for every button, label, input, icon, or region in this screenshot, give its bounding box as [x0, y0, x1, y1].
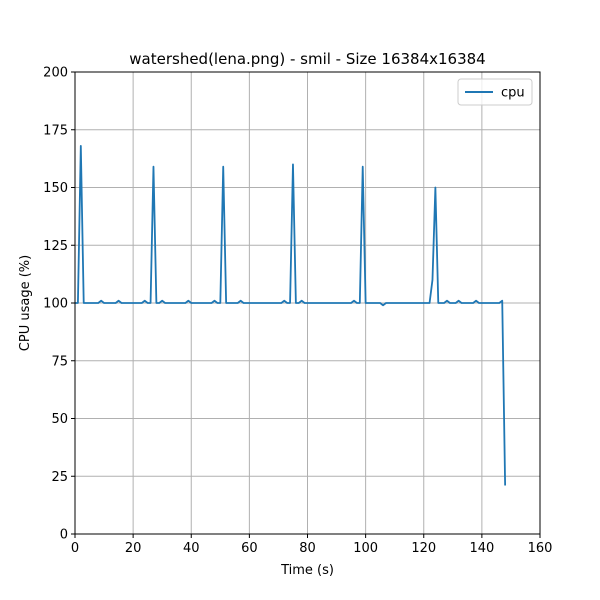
x-tick-label: 120	[411, 541, 436, 556]
y-tick-label: 0	[60, 528, 68, 543]
y-tick-label: 75	[51, 354, 68, 369]
x-tick-label: 160	[528, 541, 553, 556]
y-tick-label: 175	[43, 123, 68, 138]
x-tick-label: 40	[183, 541, 200, 556]
x-tick-label: 140	[469, 541, 494, 556]
x-tick-label: 60	[241, 541, 258, 556]
y-tick-label: 100	[43, 297, 68, 312]
legend-box	[457, 78, 533, 106]
legend-label: cpu	[501, 86, 525, 101]
x-axis-title: Time (s)	[280, 563, 334, 578]
y-tick-label: 200	[43, 66, 68, 81]
y-tick-label: 50	[51, 412, 68, 427]
x-tick-label: 0	[71, 541, 79, 556]
y-tick-label: 125	[43, 239, 68, 254]
legend: cpu	[457, 78, 533, 106]
x-tick-label: 100	[353, 541, 378, 556]
series-layer	[75, 145, 507, 486]
chart-title: watershed(lena.png) - smil - Size 16384x…	[129, 50, 485, 68]
y-tick-label: 25	[51, 470, 68, 485]
y-tick-label: 150	[43, 181, 68, 196]
x-tick-label: 20	[125, 541, 142, 556]
series-line-cpu	[75, 145, 507, 486]
y-axis-title: CPU usage (%)	[18, 255, 33, 351]
x-tick-label: 80	[299, 541, 316, 556]
tick-layer: 0 20 40 60 80 100 120 140 160 0 25 50 75 100 125 150 175…	[43, 66, 552, 557]
